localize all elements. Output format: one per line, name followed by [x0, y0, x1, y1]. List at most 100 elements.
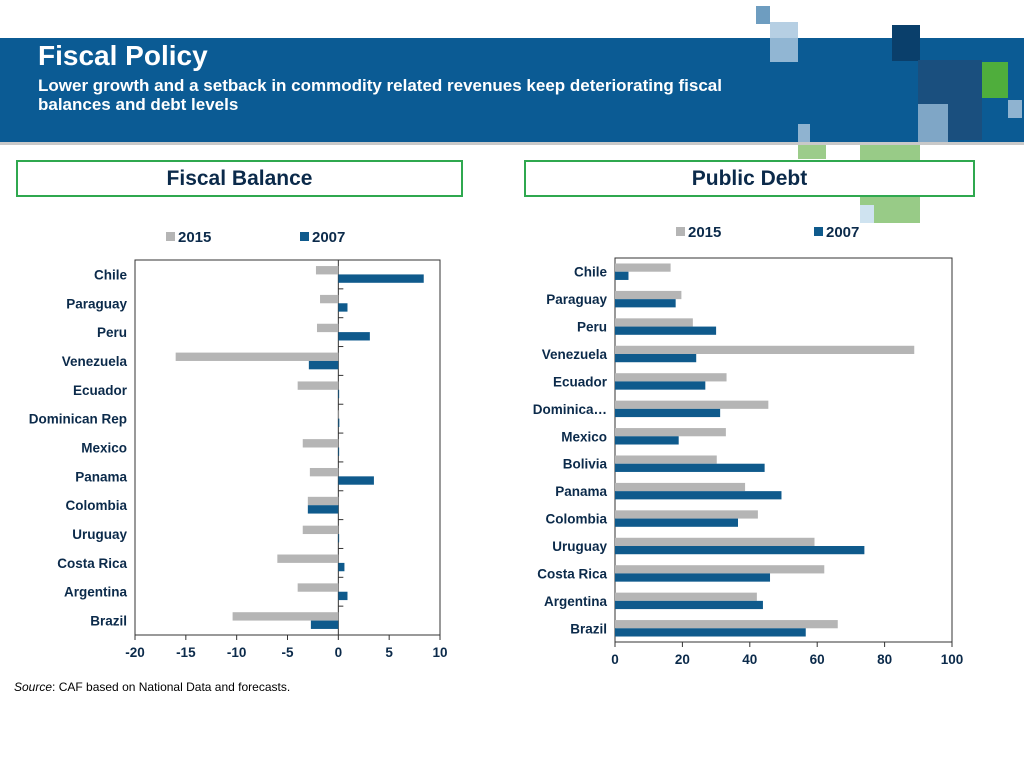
category-label: Mexico: [81, 441, 127, 456]
decor-square: [860, 205, 874, 223]
x-tick-label: 80: [877, 652, 892, 667]
bar-2007-mexico: [338, 447, 340, 456]
bar-2007-brazil: [310, 620, 339, 629]
bar-2007-colombia: [615, 518, 739, 527]
bar-2007-ecuador: [615, 381, 706, 390]
bar-2015-costarica: [277, 554, 339, 563]
bar-2015-uruguay: [615, 537, 815, 546]
source-text: : CAF based on National Data and forecas…: [52, 680, 291, 694]
bar-2015-panama: [309, 467, 339, 477]
x-tick-label: 0: [335, 645, 343, 660]
x-tick-label: -10: [227, 645, 247, 660]
decor-square: [1008, 100, 1022, 118]
fiscal-balance-title: Fiscal Balance: [16, 160, 463, 197]
category-label: Panama: [75, 469, 127, 484]
category-label: Uruguay: [72, 527, 127, 542]
x-tick-label: -15: [176, 645, 196, 660]
category-label: Argentina: [544, 594, 607, 609]
bar-2007-dominicanrep: [338, 418, 340, 428]
category-label: Venezuela: [542, 347, 608, 362]
x-tick-label: 60: [810, 652, 825, 667]
bar-2007-costarica: [338, 562, 345, 572]
bar-2015-dominica: [615, 400, 769, 409]
category-label: Dominican Rep: [29, 412, 127, 427]
category-label: Bolivia: [563, 457, 608, 472]
bar-2007-paraguay: [338, 303, 348, 312]
x-tick-label: 40: [742, 652, 757, 667]
legend-swatch-2015: [166, 232, 175, 241]
slide-subtitle: Lower growth and a setback in commodity …: [38, 76, 722, 114]
legend-swatch-2007: [814, 227, 823, 236]
plot-frame: [134, 259, 441, 636]
category-label: Ecuador: [553, 374, 608, 389]
bar-2007-argentina: [338, 591, 348, 601]
bar-2015-ecuador: [297, 381, 339, 390]
legend-label-2015: 2015: [178, 229, 211, 246]
category-label: Peru: [97, 325, 127, 340]
bar-2015-panama: [615, 482, 746, 492]
category-label: Argentina: [64, 585, 127, 600]
bar-2007-chile: [338, 274, 424, 283]
legend-label-2007: 2007: [826, 224, 859, 241]
decor-square: [798, 145, 826, 159]
public-debt-title: Public Debt: [524, 160, 975, 197]
bar-2015-venezuela: [615, 345, 915, 354]
category-label: Paraguay: [66, 296, 127, 311]
bar-2007-uruguay: [338, 534, 340, 543]
header-band: [0, 38, 1024, 142]
decor-square: [770, 22, 798, 62]
bar-2007-brazil: [615, 628, 806, 637]
bar-2007-peru: [338, 332, 370, 341]
category-label: Chile: [94, 267, 127, 282]
bar-2015-paraguay: [615, 290, 682, 300]
x-tick-label: -20: [125, 645, 145, 660]
x-tick-label: 0: [611, 652, 619, 667]
bar-2015-mexico: [615, 428, 726, 437]
category-label: Costa Rica: [57, 556, 127, 571]
bar-2015-chile: [615, 263, 671, 272]
bar-2015-colombia: [307, 496, 339, 506]
x-tick-label: 10: [432, 645, 447, 660]
source-note: Source: CAF based on National Data and f…: [14, 680, 290, 694]
category-label: Mexico: [561, 429, 607, 444]
bar-2015-peru: [316, 323, 339, 333]
bar-2007-argentina: [615, 600, 763, 610]
category-label: Uruguay: [552, 539, 607, 554]
decor-square: [982, 62, 1008, 98]
category-label: Costa Rica: [537, 566, 607, 581]
legend-swatch-2007: [300, 232, 309, 241]
bar-2007-ecuador: [338, 389, 340, 399]
bar-2007-panama: [338, 476, 374, 485]
bar-2015-argentina: [615, 592, 757, 601]
bar-2007-uruguay: [615, 546, 865, 555]
bar-2015-paraguay: [320, 294, 339, 304]
bar-2007-venezuela: [308, 360, 339, 370]
bar-2007-peru: [615, 326, 717, 335]
bar-2007-bolivia: [615, 463, 765, 472]
fiscal-balance-chart: 2015 2007 Chile Paraguay Peru Venezuela Ecuado…: [29, 229, 448, 660]
bar-2007-chile: [615, 271, 629, 280]
bar-2015-dominicanrep: [338, 410, 340, 419]
bar-2007-costarica: [615, 573, 771, 582]
bar-2015-chile: [315, 266, 339, 275]
decor-square: [918, 104, 948, 142]
bar-2015-brazil: [232, 612, 339, 621]
plot-frame: [614, 257, 953, 643]
legend-label-2007: 2007: [312, 229, 345, 246]
bar-2007-panama: [615, 491, 782, 500]
source-label: Source: [14, 680, 53, 694]
x-tick-label: 100: [941, 652, 964, 667]
decor-square: [798, 124, 810, 142]
category-label: Peru: [577, 320, 607, 335]
bar-2015-bolivia: [615, 455, 717, 464]
bar-2015-ecuador: [615, 373, 727, 382]
decor-square: [892, 25, 920, 61]
bar-2015-mexico: [302, 439, 339, 448]
category-label: Colombia: [65, 498, 127, 513]
category-label: Brazil: [570, 621, 607, 636]
x-tick-label: 20: [675, 652, 690, 667]
bar-2015-brazil: [615, 620, 838, 629]
bar-2007-colombia: [307, 505, 339, 514]
slide-title: Fiscal Policy: [38, 40, 208, 71]
decor-square: [756, 6, 770, 24]
